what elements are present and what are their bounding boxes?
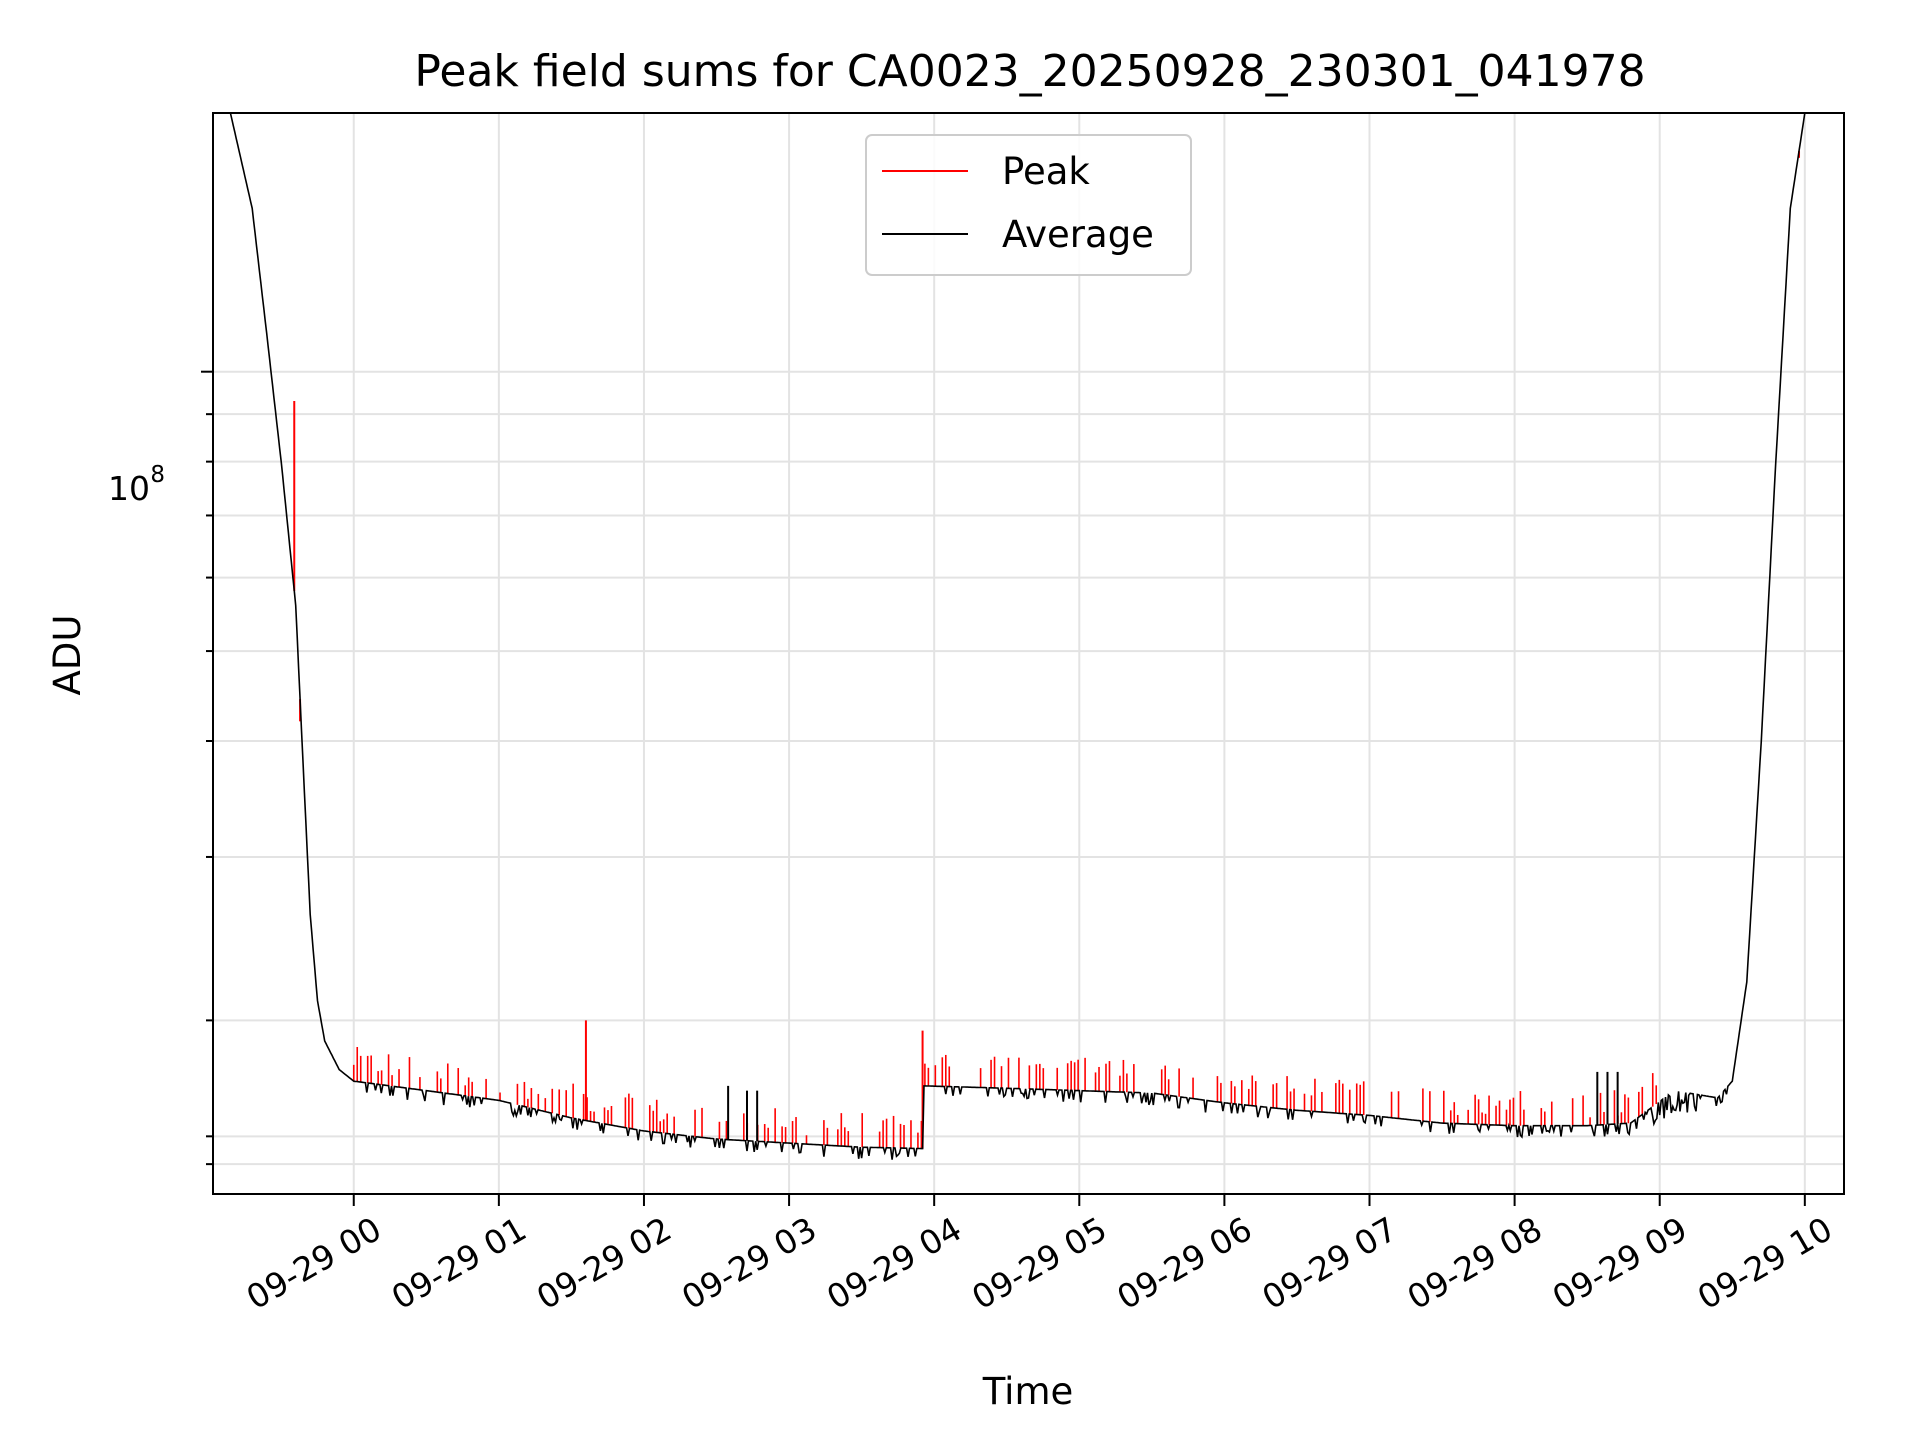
legend-peak-label: Peak — [1002, 150, 1090, 193]
y-tick-label-1e8: 10 8 — [108, 462, 165, 508]
legend-average-label: Average — [1002, 213, 1154, 256]
series-lines — [213, 112, 1844, 1160]
svg-text:10: 10 — [108, 469, 150, 508]
y-tick-exponent: 8 — [150, 462, 165, 488]
y-axis-label: ADU — [46, 615, 89, 696]
peak-spikes — [293, 151, 1801, 1149]
legend: Peak Average — [865, 134, 1192, 276]
y-tick-base: 10 — [108, 469, 150, 508]
plot-frame — [212, 112, 1845, 1195]
grid — [213, 113, 1844, 1194]
chart-title: Peak field sums for CA0023_20250928_2303… — [414, 46, 1645, 97]
x-axis-label: Time — [982, 1370, 1074, 1413]
average-line — [213, 112, 1844, 1160]
